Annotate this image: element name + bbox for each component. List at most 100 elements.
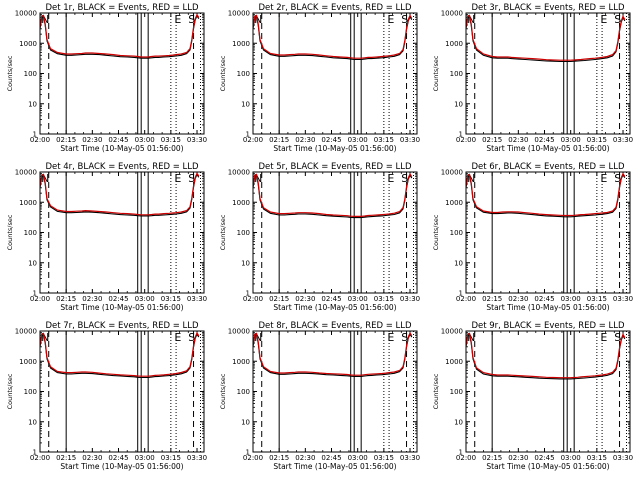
region-marker-s: S bbox=[614, 331, 621, 344]
x-tick-label: 03:00 bbox=[135, 454, 155, 462]
y-tick-label: 1 bbox=[33, 131, 37, 139]
y-tick-label: 10000 bbox=[15, 169, 37, 177]
region-marker-n: N bbox=[467, 13, 475, 26]
x-axis-label: Start Time (10-May-05 01:56:00) bbox=[60, 303, 183, 312]
y-tick-label: 100 bbox=[237, 388, 250, 396]
y-axis-label: Counts/sec bbox=[6, 214, 14, 250]
y-tick-label: 100 bbox=[24, 70, 37, 78]
region-marker-n: N bbox=[467, 172, 475, 185]
region-marker-e: E bbox=[600, 172, 607, 185]
y-tick-label: 100 bbox=[450, 70, 463, 78]
x-tick-label: 03:00 bbox=[348, 136, 368, 144]
y-axis-label: Counts/sec bbox=[219, 373, 227, 409]
x-tick-label: 03:15 bbox=[161, 454, 181, 462]
panel-title: Det 4r, BLACK = Events, RED = LLD bbox=[45, 162, 199, 172]
region-marker-n: N bbox=[467, 331, 475, 344]
y-tick-label: 1 bbox=[459, 449, 463, 457]
panel-det-5: Det 5r, BLACK = Events, RED = LLD 1 10 100 1… bbox=[219, 162, 420, 312]
x-tick-label: 02:45 bbox=[108, 454, 128, 462]
x-axis-label: Start Time (10-May-05 01:56:00) bbox=[60, 144, 183, 153]
x-tick-label: 02:45 bbox=[321, 295, 341, 303]
x-tick-label: 02:15 bbox=[482, 454, 502, 462]
x-axis-label: Start Time (10-May-05 01:56:00) bbox=[273, 303, 396, 312]
y-tick-label: 10 bbox=[28, 100, 37, 108]
panel-title: Det 3r, BLACK = Events, RED = LLD bbox=[471, 3, 625, 13]
x-tick-label: 02:30 bbox=[82, 136, 102, 144]
panel-det-7: Det 7r, BLACK = Events, RED = LLD 1 10 100 1… bbox=[6, 321, 207, 471]
series-group bbox=[253, 331, 413, 377]
x-axis-label: Start Time (10-May-05 01:56:00) bbox=[486, 303, 609, 312]
x-tick-label: 02:15 bbox=[269, 136, 289, 144]
series-lld-line bbox=[253, 172, 413, 217]
x-tick-label: 02:00 bbox=[456, 136, 476, 144]
y-tick-label: 1 bbox=[33, 290, 37, 298]
x-tick-label: 03:15 bbox=[161, 136, 181, 144]
x-tick-label: 02:15 bbox=[269, 454, 289, 462]
x-tick-label: 02:30 bbox=[508, 454, 528, 462]
panel-title: Det 6r, BLACK = Events, RED = LLD bbox=[471, 162, 625, 172]
x-tick-label: 02:30 bbox=[82, 295, 102, 303]
x-tick-label: 02:00 bbox=[243, 454, 263, 462]
region-marker-s: S bbox=[401, 331, 408, 344]
x-tick-label: 03:00 bbox=[561, 295, 581, 303]
x-tick-label: 03:30 bbox=[187, 454, 207, 462]
y-axis-label: Counts/sec bbox=[6, 373, 14, 409]
y-tick-label: 1 bbox=[459, 131, 463, 139]
x-tick-label: 02:00 bbox=[456, 454, 476, 462]
y-axis-label: Counts/sec bbox=[219, 55, 227, 91]
y-tick-label: 10 bbox=[28, 259, 37, 267]
x-tick-label: 03:30 bbox=[613, 295, 633, 303]
y-tick-label: 10000 bbox=[228, 169, 250, 177]
region-marker-e: E bbox=[600, 13, 607, 26]
y-tick-label: 100 bbox=[450, 388, 463, 396]
plot-frame bbox=[465, 171, 631, 294]
y-tick-label: 1000 bbox=[19, 358, 37, 366]
x-tick-label: 02:15 bbox=[482, 295, 502, 303]
x-tick-label: 03:30 bbox=[613, 454, 633, 462]
y-tick-label: 1 bbox=[246, 131, 250, 139]
region-marker-s: S bbox=[401, 13, 408, 26]
y-tick-label: 1 bbox=[246, 290, 250, 298]
x-tick-label: 02:30 bbox=[508, 295, 528, 303]
region-marker-s: S bbox=[188, 172, 195, 185]
region-marker-s: S bbox=[401, 172, 408, 185]
x-tick-label: 02:00 bbox=[243, 136, 263, 144]
y-tick-label: 1000 bbox=[445, 40, 463, 48]
panel-det-2: Det 2r, BLACK = Events, RED = LLD 1 10 100 1… bbox=[219, 3, 420, 153]
plot-frame bbox=[39, 171, 205, 294]
x-axis-label: Start Time (10-May-05 01:56:00) bbox=[273, 462, 396, 471]
y-tick-label: 10 bbox=[454, 418, 463, 426]
region-marker-s: S bbox=[188, 13, 195, 26]
x-tick-label: 02:00 bbox=[30, 136, 50, 144]
region-marker-s: S bbox=[188, 331, 195, 344]
x-tick-label: 03:30 bbox=[400, 295, 420, 303]
y-tick-label: 10 bbox=[454, 100, 463, 108]
y-tick-label: 1000 bbox=[232, 358, 250, 366]
series-events-line bbox=[253, 15, 413, 61]
x-tick-label: 03:15 bbox=[587, 136, 607, 144]
x-tick-label: 02:45 bbox=[108, 295, 128, 303]
series-events-line bbox=[466, 15, 626, 63]
series-events-line bbox=[40, 333, 200, 379]
y-tick-label: 10000 bbox=[228, 328, 250, 336]
y-tick-label: 100 bbox=[24, 388, 37, 396]
x-tick-label: 02:45 bbox=[321, 136, 341, 144]
region-marker-n: N bbox=[41, 331, 49, 344]
x-tick-label: 02:30 bbox=[295, 295, 315, 303]
x-tick-label: 03:00 bbox=[135, 295, 155, 303]
y-axis-label: Counts/sec bbox=[219, 214, 227, 250]
y-tick-label: 1 bbox=[33, 449, 37, 457]
panel-title: Det 8r, BLACK = Events, RED = LLD bbox=[258, 321, 412, 331]
panel-det-1: Det 1r, BLACK = Events, RED = LLD 1 10 100 1… bbox=[6, 3, 207, 153]
plot-frame bbox=[39, 12, 205, 135]
series-lld-line bbox=[40, 172, 200, 216]
panel-title: Det 7r, BLACK = Events, RED = LLD bbox=[45, 321, 199, 331]
x-tick-label: 03:15 bbox=[374, 136, 394, 144]
region-marker-n: N bbox=[41, 172, 49, 185]
x-tick-label: 03:30 bbox=[613, 136, 633, 144]
region-marker-n: N bbox=[254, 172, 262, 185]
x-tick-label: 03:15 bbox=[374, 295, 394, 303]
y-tick-label: 10 bbox=[28, 418, 37, 426]
y-tick-label: 100 bbox=[237, 229, 250, 237]
